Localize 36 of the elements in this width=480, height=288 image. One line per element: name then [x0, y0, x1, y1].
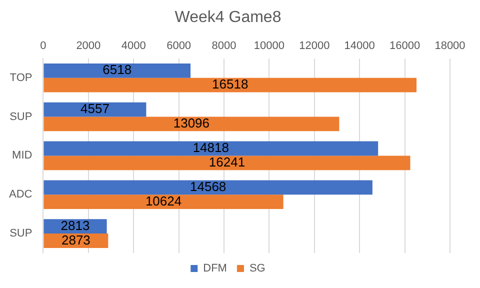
data-label: 6518 [102, 62, 132, 78]
x-tick-label: 6000 [166, 40, 192, 52]
legend-label: SG [249, 262, 266, 275]
x-tick-label: 2000 [76, 40, 101, 52]
bar [44, 194, 284, 210]
bar [44, 102, 146, 117]
legend-label: DFM [203, 262, 227, 275]
data-label: 10624 [145, 193, 182, 208]
x-tick-label: 12000 [299, 40, 330, 52]
data-label: 16241 [208, 154, 246, 170]
y-tick-label: MID [12, 150, 32, 162]
bar [44, 141, 378, 156]
x-tick-label: 18000 [434, 40, 466, 52]
y-tick-label: TOP [10, 72, 32, 84]
x-tick-label: 14000 [344, 40, 375, 52]
chart-title: Week4 Game8 [174, 9, 282, 26]
x-tick-label: 10000 [254, 40, 285, 52]
x-tick-label: 8000 [212, 40, 236, 52]
data-label: 16518 [212, 76, 248, 92]
x-tick-label: 16000 [390, 40, 420, 52]
y-tick-label: SUP [10, 110, 32, 123]
data-label: 2813 [60, 218, 90, 233]
bar [44, 180, 372, 195]
x-tick-label: 4000 [121, 40, 146, 52]
data-label: 14818 [192, 140, 229, 156]
y-tick-label: ADC [8, 188, 32, 201]
bar [44, 156, 410, 170]
data-label: 2873 [61, 232, 90, 248]
bar [44, 78, 417, 92]
bar [44, 63, 191, 78]
bar [44, 116, 340, 132]
data-label: 14568 [190, 179, 226, 194]
x-tick-label: 0 [40, 40, 46, 52]
y-tick-label: SUP [10, 228, 32, 240]
data-label: 4557 [80, 101, 110, 116]
data-label: 13096 [173, 116, 210, 131]
